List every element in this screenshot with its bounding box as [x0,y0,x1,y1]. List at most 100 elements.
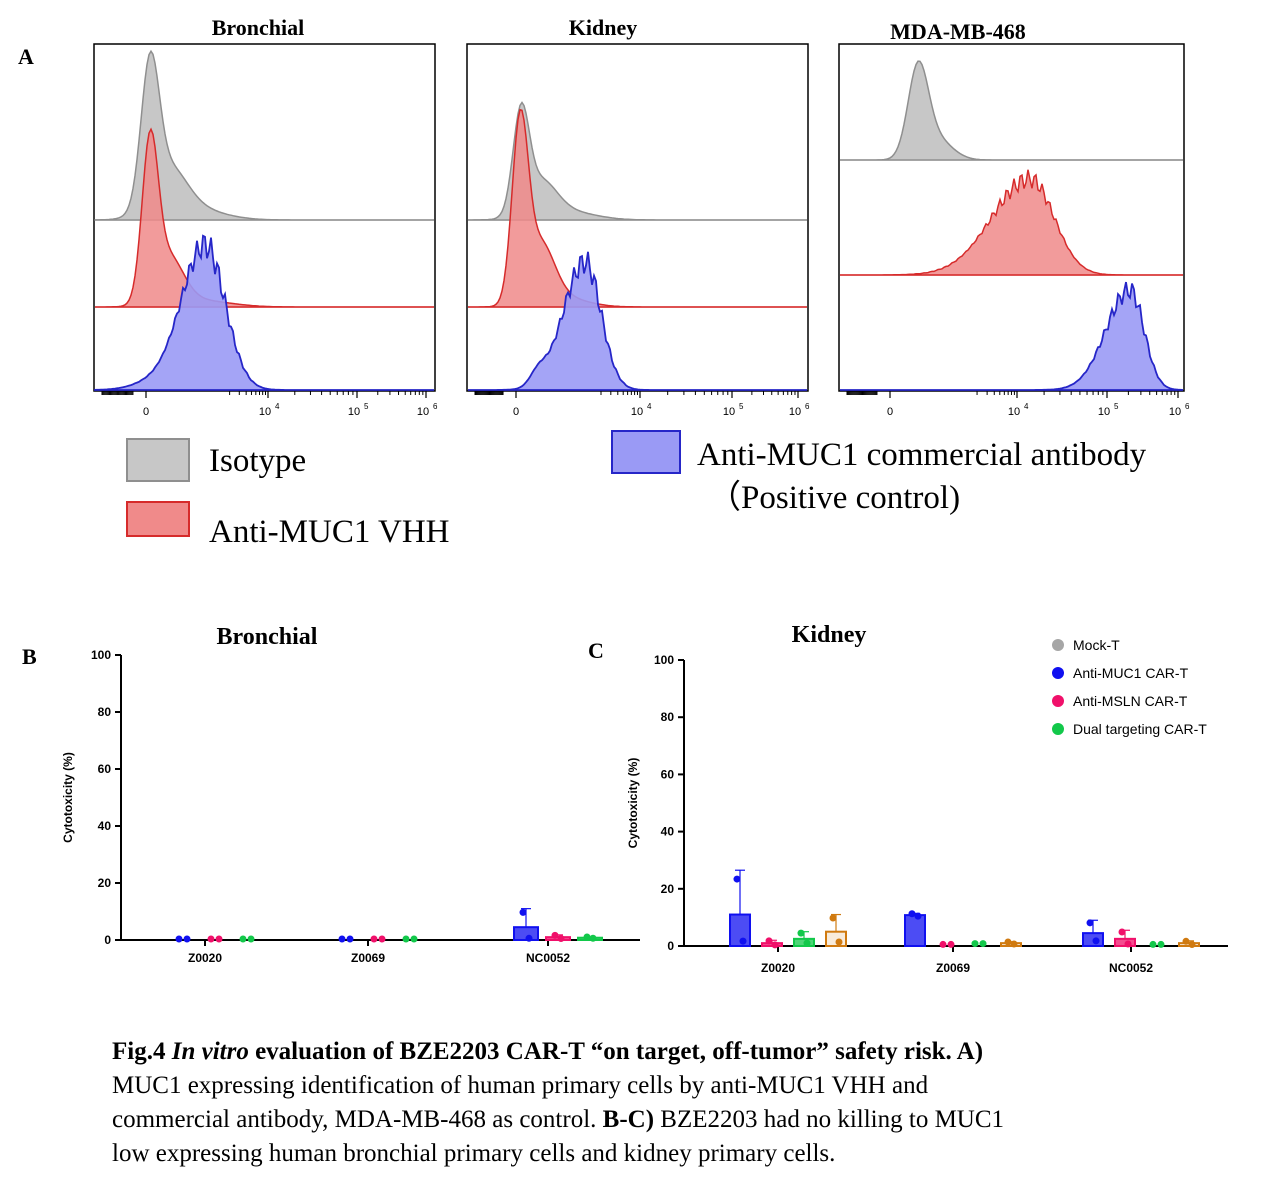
data-point [1118,928,1126,936]
data-point [835,938,843,946]
panel-c-label: C [588,638,604,663]
data-point [1157,940,1165,948]
y-tick-label: 0 [667,939,674,953]
x-tick-exponent-e6: 6 [805,402,810,411]
isotype-histogram [840,60,1183,161]
histogram-panels: 0 10 4 10 5 10 6 0 10 4 10 5 10 6 0 10 4 10 5 10 6 [93,43,1190,418]
bar-chart-bronchial: 0 20 40 60 80 100 Cytotoxicity (%) Z0020 Z0069 NC… [61,648,640,965]
data-point [589,934,597,942]
data-point [551,931,559,939]
legend-swatch-isotype [126,438,190,482]
caption-line-2: MUC1 expressing identification of human … [112,1072,929,1099]
vhh-histogram [468,108,807,308]
legend-label-isotype: Isotype [209,443,306,479]
legend-label-msln: Anti-MSLN CAR-T [1073,693,1188,709]
y-tick-label: 20 [98,876,112,890]
data-point [1188,941,1196,949]
data-point [1092,937,1100,945]
data-point [771,941,779,949]
commercial-histogram [840,281,1184,391]
x-tick-label-e4: 10 [631,406,643,418]
histogram-title-kidney: Kidney [569,15,637,40]
y-tick-label: 80 [98,705,112,719]
x-tick-label: Z0069 [936,961,970,975]
isotype-histogram [94,49,434,221]
data-point [1182,937,1190,945]
vhh-histogram [840,169,1183,276]
x-tick-label: NC0052 [526,951,570,965]
data-point [765,937,773,945]
legend-swatch-vhh [126,501,190,537]
data-point [183,935,191,943]
data-point [175,935,183,943]
legend-label-positive-control: （Positive control) [708,480,960,516]
data-point [1124,940,1132,948]
caption-line-3c: BZE2203 had no killing to MUC1 [654,1106,1005,1133]
x-tick-label: Z0020 [761,961,795,975]
data-point [519,908,527,916]
legend-swatch-commercial [611,430,681,474]
caption-line-1: Fig.4 In vitro evaluation of BZE2203 CAR… [112,1035,1217,1069]
vhh-histogram [95,127,434,308]
x-tick-exponent-e6: 6 [433,402,438,411]
data-point [215,935,223,943]
data-point [1149,940,1157,948]
bar-chart-title-kidney: Kidney [792,622,867,648]
bar-chart-title-bronchial: Bronchial [217,624,318,650]
x-tick-exponent-e4: 4 [1024,402,1029,411]
panel-a-legend: Isotype Anti-MUC1 VHH Anti-MUC1 commerci… [126,430,1147,550]
data-point [971,940,979,948]
x-tick-label-e4: 10 [1008,406,1020,418]
x-tick-exponent-e6: 6 [1185,402,1190,411]
data-point [1086,919,1094,927]
data-point [247,935,255,943]
data-point [803,939,811,947]
x-tick-label-e5: 10 [1098,406,1110,418]
data-point [1004,938,1012,946]
legend-label-commercial: Anti-MUC1 commercial antibody [697,437,1147,473]
x-tick-exponent-e5: 5 [1114,402,1119,411]
bar [904,914,926,947]
data-point [378,935,386,943]
panel-a-label: A [18,44,34,69]
x-tick-label-zero: 0 [887,406,893,418]
bar-chart-legend: Mock-T Anti-MUC1 CAR-T Anti-MSLN CAR-T D… [1052,637,1207,737]
data-point [797,929,805,937]
legend-dot-muc1 [1052,667,1064,679]
data-point [908,910,916,918]
data-point [979,940,987,948]
y-tick-label: 100 [91,648,111,662]
data-point [370,935,378,943]
histogram-panel-kidney: 0 10 4 10 5 10 6 [466,43,810,418]
x-tick-label-e5: 10 [723,406,735,418]
histogram-panel-mda: 0 10 4 10 5 10 6 [838,43,1190,418]
caption-line-3: commercial antibody, MDA-MB-468 as contr… [112,1103,1217,1137]
legend-label-vhh: Anti-MUC1 VHH [209,514,450,550]
y-tick-label: 100 [654,653,674,667]
commercial-histogram [94,234,434,391]
y-tick-label: 80 [661,710,675,724]
data-point [733,875,741,883]
data-point [525,934,533,942]
data-point [346,935,354,943]
x-tick-exponent-e4: 4 [275,402,280,411]
histogram-title-mda: MDA-MB-468 [890,19,1026,44]
legend-label-mock: Mock-T [1073,637,1120,653]
caption-title: evaluation of BZE2203 CAR-T “on target, … [248,1038,984,1065]
x-tick-exponent-e5: 5 [739,402,744,411]
data-point [410,935,418,943]
x-tick-label: NC0052 [1109,961,1153,975]
y-tick-label: 40 [98,819,112,833]
x-tick-exponent-e4: 4 [647,402,652,411]
isotype-histogram [468,101,807,221]
data-point [914,912,922,920]
legend-label-dual: Dual targeting CAR-T [1073,721,1207,737]
y-tick-label: 60 [98,762,112,776]
data-point [207,935,215,943]
data-point [402,935,410,943]
legend-label-muc1: Anti-MUC1 CAR-T [1073,665,1189,681]
data-point [939,940,947,948]
caption-line-3b: B-C) [602,1106,655,1133]
x-tick-label-e6: 10 [789,406,801,418]
